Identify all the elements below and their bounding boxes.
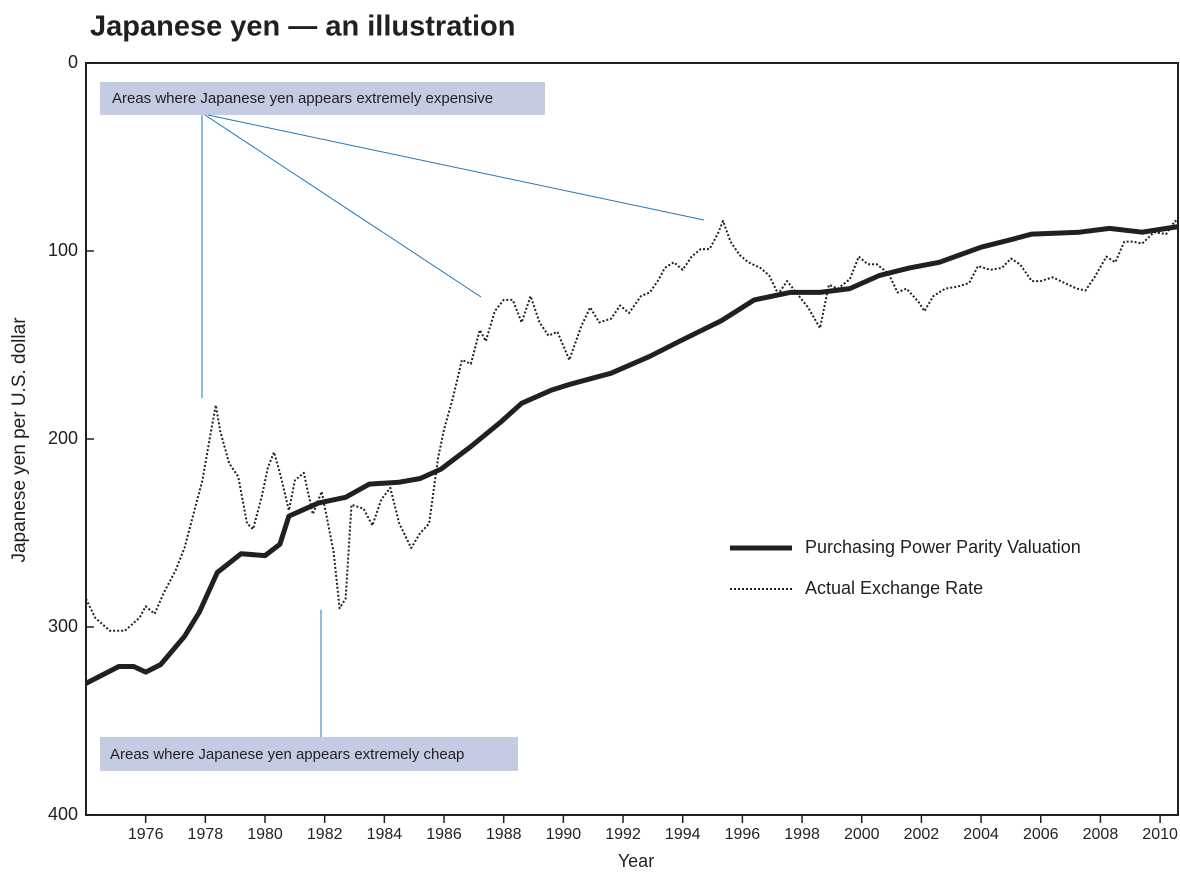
x-tick-label: 1992 (605, 826, 641, 843)
x-tick-label: 1990 (546, 826, 582, 843)
legend-label: Actual Exchange Rate (805, 578, 983, 598)
x-tick-label: 1982 (307, 826, 343, 843)
annotation-box (100, 82, 545, 115)
x-tick-label: 2006 (1023, 826, 1059, 843)
annotation: Areas where Japanese yen appears extreme… (112, 90, 493, 107)
x-tick-label: 1996 (725, 826, 761, 843)
plot-frame (85, 62, 1179, 816)
x-tick-label: 1986 (426, 826, 462, 843)
annotation-connectors (201, 114, 705, 737)
series-line (85, 219, 1179, 632)
x-tick-label: 2002 (904, 826, 940, 843)
x-tick-label: 2004 (963, 826, 999, 843)
series-line (84, 224, 1179, 686)
y-tick-label: 0 (68, 52, 78, 72)
annotation-box (100, 737, 518, 771)
x-axis-label: Year (618, 851, 654, 871)
connector (207, 114, 705, 221)
x-tick-label: 1978 (188, 826, 224, 843)
legend-label: Purchasing Power Parity Valuation (805, 537, 1081, 557)
annotation: Areas where Japanese yen appears extreme… (110, 746, 464, 763)
x-tick-label: 2008 (1083, 826, 1119, 843)
x-tick-label: 2000 (844, 826, 880, 843)
x-tick-label: 1984 (367, 826, 403, 843)
x-tick-label: 1980 (247, 826, 283, 843)
y-tick-label: 200 (48, 428, 78, 448)
connector (204, 114, 482, 298)
x-tick-label: 1988 (486, 826, 522, 843)
y-tick-label: 300 (48, 616, 78, 636)
x-tick-label: 2010 (1142, 826, 1178, 843)
x-tick-label: 1994 (665, 826, 701, 843)
y-axis-label: Japanese yen per U.S. dollar (9, 317, 30, 563)
y-tick-label: 100 (48, 240, 78, 260)
chart-title: Japanese yen — an illustration (90, 11, 515, 43)
x-tick-label: 1976 (128, 826, 164, 843)
y-tick-label: 400 (48, 804, 78, 824)
x-tick-label: 1998 (784, 826, 820, 843)
